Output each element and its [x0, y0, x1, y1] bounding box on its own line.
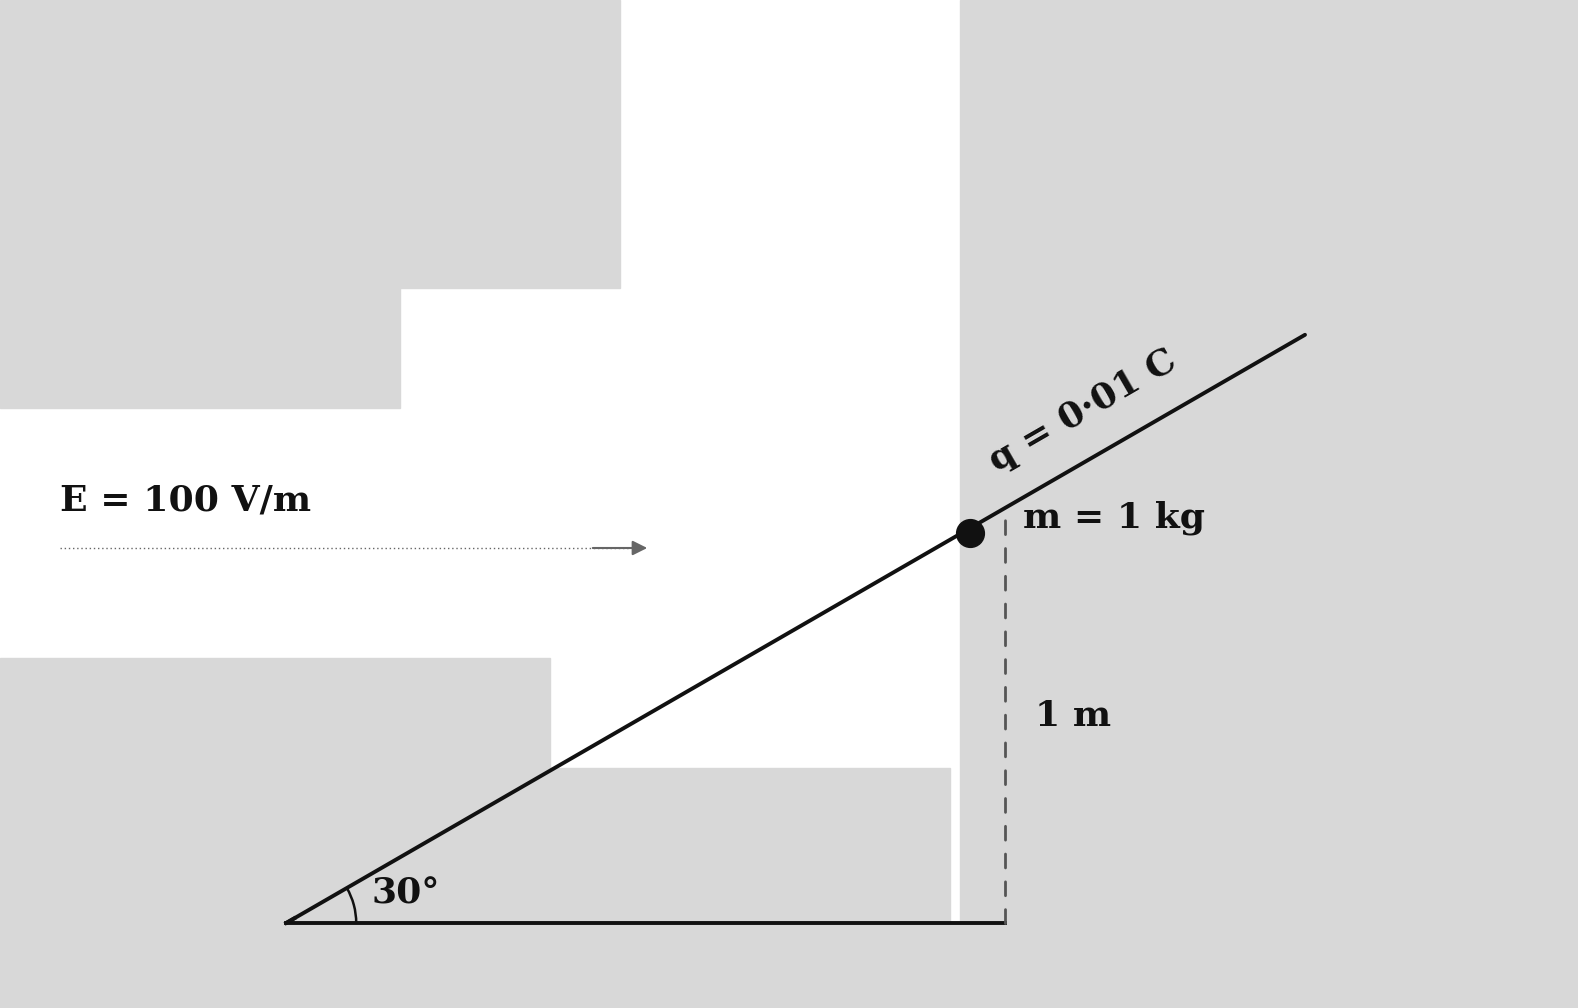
Text: m = 1 kg: m = 1 kg [1023, 501, 1206, 535]
Bar [399, 0, 620, 288]
Text: q = 0·01 C: q = 0·01 C [983, 344, 1182, 478]
Text: 30°: 30° [371, 877, 440, 911]
Text: E = 100 V/m: E = 100 V/m [60, 483, 311, 517]
Bar [551, 768, 950, 923]
Bar [0, 923, 1578, 1008]
Bar [0, 0, 399, 408]
Bar [0, 658, 551, 923]
Bar [959, 0, 1578, 923]
Text: 1 m: 1 m [1035, 699, 1111, 733]
